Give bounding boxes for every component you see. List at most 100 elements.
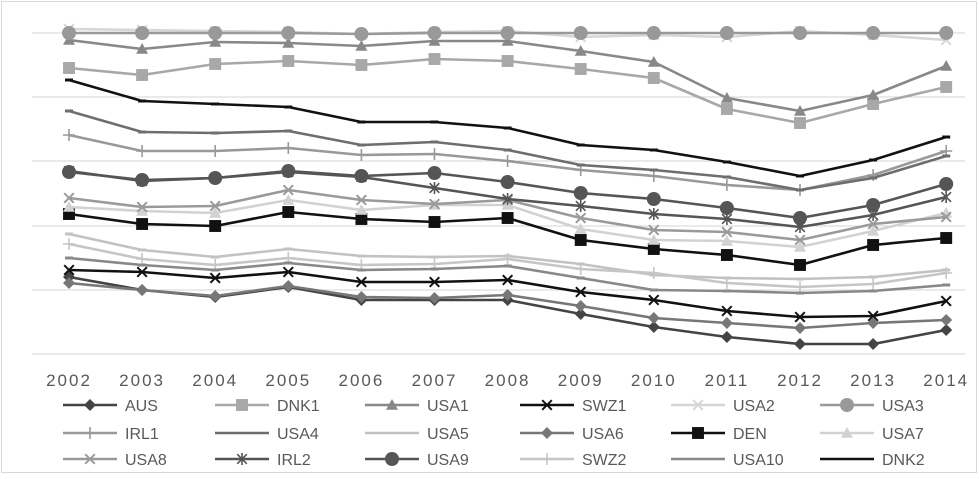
data-point — [355, 194, 367, 206]
data-point — [867, 310, 879, 322]
legend-label: USA7 — [882, 426, 924, 443]
data-point — [574, 45, 587, 56]
data-point — [355, 204, 368, 215]
data-point — [208, 171, 223, 185]
data-point — [647, 312, 660, 324]
legend-marker — [841, 427, 853, 438]
data-point — [136, 253, 149, 265]
data-point — [794, 234, 806, 246]
data-point — [135, 173, 150, 187]
x-tick-label: 2004 — [192, 371, 238, 390]
series-layer — [62, 23, 954, 350]
data-point — [282, 194, 295, 205]
data-point — [136, 145, 149, 157]
data-point — [62, 26, 76, 40]
data-point — [209, 220, 222, 232]
data-point — [867, 278, 880, 290]
legend: AUS DNK1 USA1 SWZ1 USA2 USA3 IRL1 USA4 USA5 USA6 D… — [63, 398, 925, 469]
data-point — [939, 26, 954, 40]
data-point — [940, 211, 952, 223]
legend-item-den: DEN — [671, 426, 767, 443]
legend-item-dnk2: DNK2 — [820, 452, 925, 469]
data-point — [719, 26, 734, 40]
data-point — [63, 238, 75, 250]
data-point — [648, 208, 660, 220]
data-point — [282, 280, 295, 292]
legend-label: IRL2 — [277, 452, 311, 469]
data-point — [209, 290, 222, 302]
data-point — [648, 294, 660, 306]
data-point — [501, 55, 514, 67]
legend-marker — [84, 427, 96, 439]
data-point — [428, 292, 441, 304]
x-tick-label: 2009 — [558, 371, 604, 390]
x-axis-tick-labels: 2002 2003 2004 2005 2006 2007 2008 2009 2010 2011… — [46, 371, 969, 390]
data-point — [63, 208, 75, 220]
data-point — [208, 26, 223, 40]
data-point — [648, 224, 660, 236]
data-point — [940, 232, 953, 244]
data-point — [355, 149, 368, 161]
data-point — [940, 81, 953, 93]
data-point — [501, 289, 514, 301]
data-point — [940, 60, 953, 71]
data-point — [429, 182, 440, 194]
legend-marker — [541, 427, 553, 439]
data-point — [135, 26, 150, 40]
data-point — [354, 169, 369, 183]
data-point — [866, 26, 881, 40]
data-point — [794, 338, 806, 350]
legend-label: USA8 — [125, 452, 167, 469]
data-point — [282, 142, 295, 154]
data-point — [62, 165, 76, 179]
data-point — [647, 56, 660, 67]
data-point — [721, 226, 733, 238]
data-point — [647, 321, 660, 333]
legend-label: USA9 — [427, 452, 469, 469]
data-point — [282, 184, 294, 196]
data-point — [502, 193, 513, 205]
data-point — [282, 37, 295, 48]
data-point — [794, 281, 806, 293]
data-point — [574, 300, 587, 312]
data-point — [646, 192, 661, 206]
series-dnk1 — [63, 53, 953, 129]
data-point — [867, 239, 880, 251]
data-point — [793, 211, 807, 225]
data-point — [501, 155, 514, 167]
data-point — [721, 305, 733, 317]
data-point — [355, 40, 368, 51]
data-point — [794, 117, 806, 129]
data-point — [281, 164, 296, 178]
data-point — [720, 331, 733, 343]
legend-label: USA2 — [733, 398, 775, 415]
x-tick-label: 2014 — [923, 371, 969, 390]
legend-marker — [692, 427, 704, 439]
data-point — [867, 338, 880, 350]
legend-marker — [84, 453, 96, 465]
data-point — [209, 207, 222, 218]
legend-item-usa5: USA5 — [365, 426, 469, 443]
legend-marker — [386, 399, 398, 410]
data-point — [63, 192, 75, 204]
data-point — [136, 69, 149, 81]
data-point — [867, 317, 880, 329]
data-point — [573, 186, 588, 200]
data-point — [136, 266, 148, 278]
data-point — [867, 225, 880, 236]
data-point — [720, 92, 733, 103]
data-point — [940, 314, 953, 326]
legend-marker — [692, 399, 704, 411]
data-point — [720, 277, 733, 289]
data-point — [282, 206, 295, 218]
data-point — [427, 166, 442, 180]
data-point — [720, 317, 733, 329]
legend-item-dnk1: DNK1 — [215, 398, 320, 415]
data-point — [867, 98, 880, 110]
data-point — [428, 35, 441, 46]
series-swz1 — [63, 264, 952, 323]
series-den — [63, 206, 953, 271]
data-point — [647, 267, 660, 279]
legend-item-usa1: USA1 — [365, 398, 469, 415]
